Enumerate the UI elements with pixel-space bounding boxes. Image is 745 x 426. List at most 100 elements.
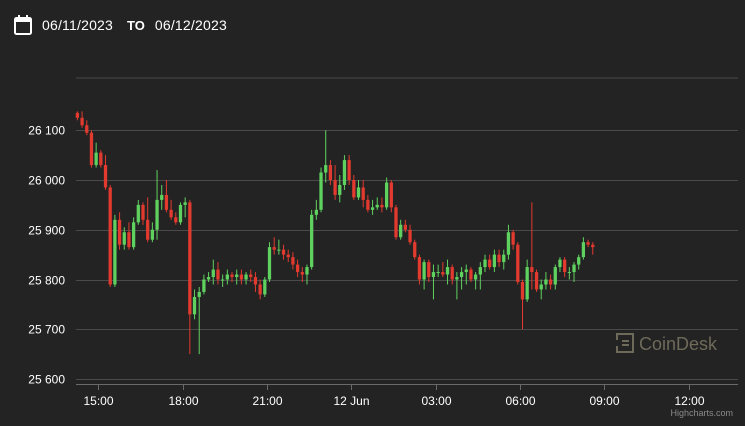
- candle[interactable]: [483, 254, 487, 273]
- candle[interactable]: [202, 274, 206, 295]
- candle[interactable]: [192, 289, 197, 320]
- candle[interactable]: [150, 222, 155, 243]
- candle[interactable]: [94, 142, 98, 168]
- candle[interactable]: [249, 269, 253, 282]
- candle[interactable]: [80, 111, 84, 128]
- candle[interactable]: [506, 224, 511, 260]
- candle[interactable]: [403, 219, 407, 233]
- candle[interactable]: [356, 180, 361, 200]
- candle[interactable]: [155, 170, 159, 240]
- candle[interactable]: [211, 259, 215, 285]
- candle[interactable]: [384, 177, 389, 210]
- candle[interactable]: [89, 130, 94, 168]
- candle[interactable]: [305, 264, 309, 285]
- candle[interactable]: [469, 267, 473, 282]
- candle[interactable]: [520, 279, 525, 330]
- candle[interactable]: [338, 175, 342, 203]
- candle[interactable]: [375, 197, 379, 210]
- candle[interactable]: [441, 262, 445, 278]
- candle[interactable]: [525, 259, 529, 302]
- candle[interactable]: [183, 197, 187, 218]
- candle[interactable]: [113, 214, 117, 287]
- from-date[interactable]: 06/11/2023: [42, 17, 114, 33]
- candle[interactable]: [328, 160, 333, 185]
- candle[interactable]: [478, 262, 482, 290]
- candle[interactable]: [85, 120, 89, 136]
- candle[interactable]: [502, 249, 506, 270]
- candle[interactable]: [431, 264, 436, 300]
- candle[interactable]: [389, 180, 393, 213]
- candle[interactable]: [408, 224, 412, 245]
- candle[interactable]: [319, 167, 323, 213]
- candle[interactable]: [286, 249, 290, 263]
- to-date[interactable]: 06/12/2023: [154, 17, 227, 33]
- candle[interactable]: [492, 249, 497, 273]
- candle[interactable]: [146, 197, 150, 243]
- candle[interactable]: [488, 254, 492, 270]
- candle[interactable]: [577, 254, 581, 270]
- candle[interactable]: [99, 150, 103, 168]
- candle[interactable]: [225, 269, 229, 285]
- candle[interactable]: [239, 269, 244, 285]
- candle[interactable]: [553, 264, 557, 290]
- candle[interactable]: [310, 209, 314, 270]
- candle[interactable]: [108, 184, 112, 287]
- candle[interactable]: [567, 267, 571, 280]
- candle[interactable]: [272, 237, 276, 255]
- candle[interactable]: [117, 212, 122, 250]
- candle[interactable]: [459, 267, 464, 290]
- candle[interactable]: [103, 155, 108, 190]
- candle[interactable]: [333, 165, 337, 200]
- candle[interactable]: [267, 242, 272, 282]
- candle[interactable]: [291, 252, 295, 270]
- candle[interactable]: [178, 202, 183, 225]
- candle[interactable]: [300, 267, 304, 282]
- highcharts-credits[interactable]: Highcharts.com: [670, 408, 733, 418]
- candle[interactable]: [581, 237, 586, 260]
- candle[interactable]: [164, 180, 169, 213]
- candle[interactable]: [127, 222, 131, 250]
- candle[interactable]: [253, 272, 258, 292]
- candle[interactable]: [544, 272, 548, 290]
- calendar-icon[interactable]: [14, 15, 32, 35]
- candle[interactable]: [516, 242, 520, 285]
- candle[interactable]: [347, 155, 351, 185]
- candle[interactable]: [197, 286, 201, 355]
- candle[interactable]: [169, 199, 173, 220]
- candle[interactable]: [352, 175, 356, 200]
- candle[interactable]: [530, 202, 534, 290]
- candle[interactable]: [244, 272, 248, 285]
- candle[interactable]: [539, 279, 543, 300]
- candle[interactable]: [141, 202, 145, 225]
- candle[interactable]: [445, 259, 450, 285]
- candle[interactable]: [548, 274, 553, 290]
- candle[interactable]: [591, 242, 595, 255]
- candle[interactable]: [216, 262, 220, 285]
- candle[interactable]: [586, 239, 590, 248]
- candle[interactable]: [324, 130, 328, 183]
- candle[interactable]: [534, 269, 539, 292]
- candle[interactable]: [380, 197, 384, 213]
- candle[interactable]: [558, 257, 562, 273]
- candle[interactable]: [235, 269, 239, 285]
- candle[interactable]: [399, 219, 403, 240]
- candle[interactable]: [221, 274, 225, 287]
- candle[interactable]: [572, 262, 576, 282]
- candle[interactable]: [473, 272, 478, 290]
- candle[interactable]: [361, 180, 365, 208]
- candle[interactable]: [263, 277, 267, 297]
- candle[interactable]: [206, 272, 211, 282]
- candle[interactable]: [174, 212, 178, 225]
- candle[interactable]: [511, 229, 515, 250]
- candle[interactable]: [563, 257, 567, 278]
- candle[interactable]: [188, 199, 192, 355]
- candle[interactable]: [122, 227, 126, 250]
- candle[interactable]: [136, 199, 140, 225]
- candle[interactable]: [417, 254, 422, 285]
- candle[interactable]: [160, 184, 164, 210]
- candle[interactable]: [281, 244, 286, 260]
- candle[interactable]: [464, 264, 468, 285]
- candle[interactable]: [455, 272, 459, 300]
- candle[interactable]: [131, 217, 136, 250]
